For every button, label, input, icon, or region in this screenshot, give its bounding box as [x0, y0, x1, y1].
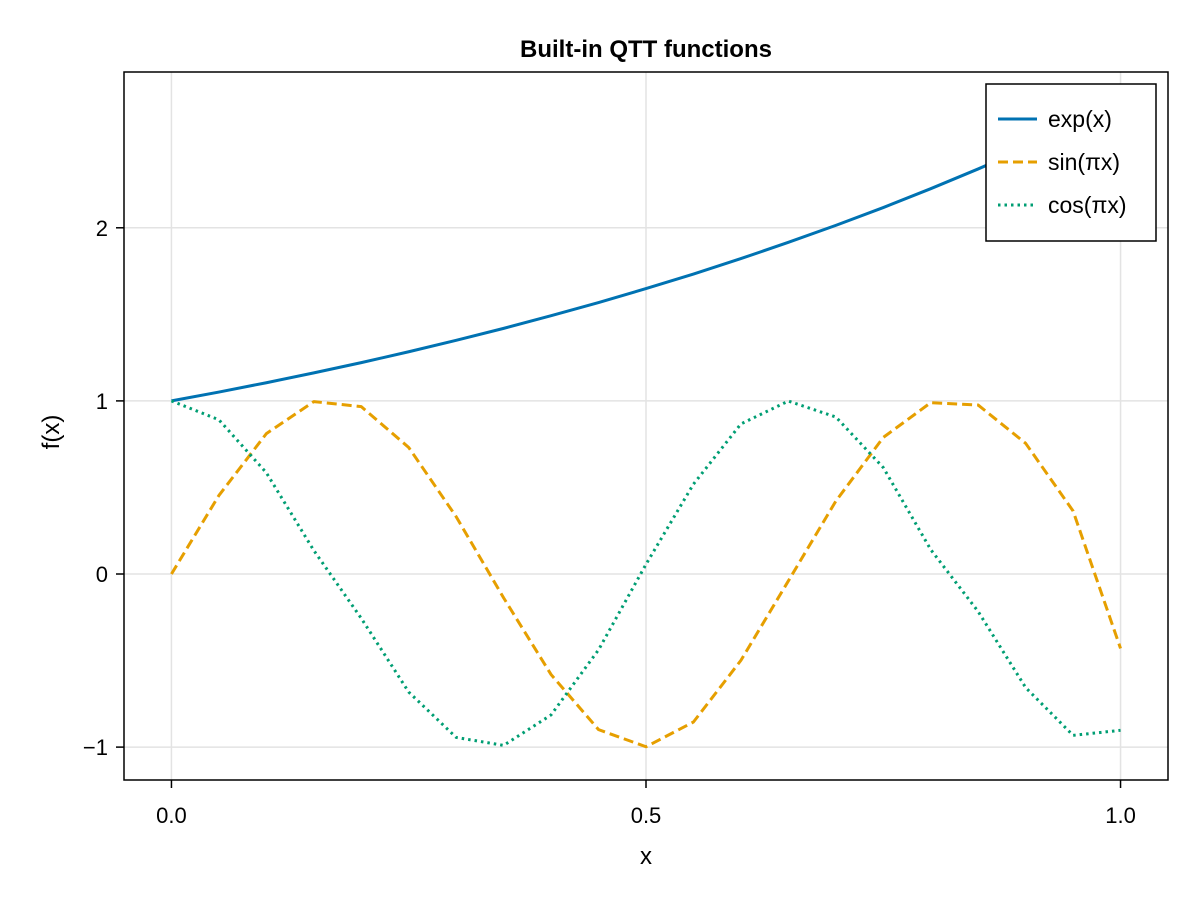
- chart-title: Built-in QTT functions: [520, 36, 772, 63]
- legend: exp(x) sin(πx) cos(πx): [985, 83, 1157, 242]
- series-exp-x-line: [171, 102, 1122, 403]
- x-axis-label: x: [640, 843, 652, 870]
- y-tick-label: 2: [96, 216, 108, 241]
- x-tick-label: 0.5: [631, 803, 662, 828]
- legend-label: sin(πx): [1048, 149, 1120, 175]
- y-tick-label: −1: [83, 735, 108, 760]
- series-cos-x-line: [170, 399, 1121, 747]
- series-lines: [170, 102, 1122, 749]
- x-tick-label: 0.0: [156, 803, 187, 828]
- legend-label: cos(πx): [1048, 192, 1126, 218]
- y-tick-label: 0: [96, 562, 108, 587]
- x-tick-label: 1.0: [1105, 803, 1136, 828]
- axis-ticks: 0.0 0.5 1.0 −1 0 1 2: [83, 216, 1136, 828]
- series-sin-x-line: [170, 400, 1122, 749]
- y-axis-label: f(x): [38, 415, 65, 450]
- legend-label: exp(x): [1048, 106, 1112, 132]
- y-tick-label: 1: [96, 389, 108, 414]
